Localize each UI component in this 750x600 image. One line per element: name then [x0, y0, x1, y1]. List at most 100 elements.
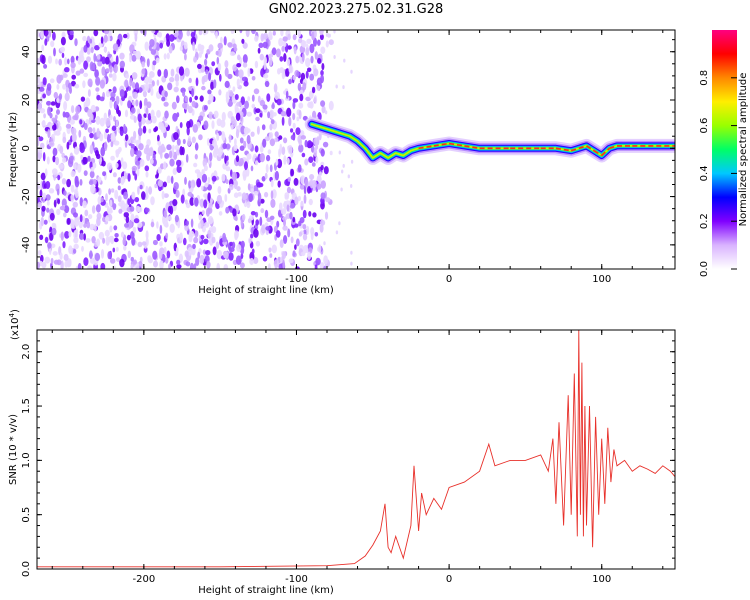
- noise-blob: [167, 82, 173, 91]
- noise-blob: [110, 258, 116, 264]
- noise-blob: [80, 154, 83, 161]
- noise-blob: [117, 185, 121, 191]
- noise-blob: [150, 159, 154, 165]
- noise-blob: [287, 228, 291, 238]
- noise-blob: [178, 66, 185, 76]
- noise-blob: [81, 245, 84, 252]
- noise-blob: [144, 165, 150, 172]
- noise-blob: [283, 235, 288, 244]
- spectrogram-ylabel: Frequency (Hz): [8, 112, 19, 188]
- noise-blob: [274, 91, 281, 101]
- noise-blob: [282, 216, 287, 221]
- noise-blob: [145, 230, 149, 240]
- noise-blob: [52, 31, 56, 41]
- noise-blob: [175, 189, 180, 198]
- trace-peak: [433, 142, 450, 147]
- noise-blob: [182, 102, 188, 109]
- noise-blob: [43, 113, 46, 119]
- noise-blob: [295, 55, 300, 64]
- noise-blob: [74, 38, 78, 47]
- noise-blob: [113, 116, 116, 122]
- noise-blob: [298, 109, 302, 120]
- noise-blob: [176, 138, 181, 146]
- noise-blob: [95, 76, 101, 86]
- noise-blob: [43, 219, 48, 225]
- noise-blob: [286, 204, 290, 212]
- colorbar-tick-label: 0.2: [699, 213, 710, 229]
- noise-blob: [89, 38, 93, 44]
- noise-blob: [176, 159, 182, 167]
- noise-blob: [292, 101, 296, 110]
- noise-blob: [282, 259, 286, 269]
- noise-blob: [108, 73, 113, 78]
- noise-blob: [97, 196, 102, 205]
- noise-blob: [146, 58, 150, 68]
- noise-blob: [163, 193, 169, 199]
- noise-blob: [206, 260, 211, 269]
- noise-blob: [205, 207, 210, 217]
- noise-blob: [197, 222, 202, 229]
- noise-blob: [268, 132, 274, 139]
- noise-blob: [62, 157, 67, 163]
- noise-blob: [307, 140, 312, 148]
- noise-blob: [53, 47, 56, 57]
- noise-blob: [88, 180, 94, 186]
- noise-blob: [176, 112, 180, 118]
- noise-blob: [109, 114, 113, 121]
- noise-blob: [235, 155, 240, 163]
- noise-blob: [298, 102, 304, 109]
- noise-blob: [242, 213, 246, 221]
- noise-blob: [90, 184, 96, 194]
- noise-blob: [114, 233, 119, 238]
- noise-blob: [57, 174, 61, 181]
- noise-blob: [266, 93, 271, 102]
- noise-blob: [70, 80, 76, 87]
- noise-blob: [263, 56, 267, 65]
- noise-blob: [308, 156, 314, 163]
- noise-blob: [94, 252, 101, 262]
- noise-blob: [127, 100, 132, 109]
- noise-blob: [86, 56, 91, 63]
- noise-blob: [68, 245, 73, 255]
- noise-blob: [133, 50, 137, 56]
- noise-blob: [93, 53, 97, 63]
- noise-blob: [240, 218, 244, 228]
- noise-blob: [133, 130, 137, 140]
- noise-blob: [185, 154, 189, 163]
- noise-blob: [262, 255, 268, 262]
- noise-blob: [83, 60, 88, 70]
- noise-blob: [103, 34, 108, 43]
- noise-blob: [185, 220, 190, 226]
- noise-blob: [216, 249, 223, 260]
- noise-blob: [142, 125, 147, 134]
- noise-blob: [67, 258, 72, 268]
- noise-blob: [236, 62, 242, 68]
- noise-blob: [274, 137, 279, 143]
- noise-blob: [194, 169, 201, 174]
- noise-blob: [136, 150, 142, 158]
- noise-blob: [223, 36, 227, 46]
- noise-blob: [95, 204, 101, 213]
- noise-blob: [85, 97, 91, 107]
- noise-blob: [75, 105, 81, 114]
- spectrogram-frame: [36, 29, 676, 270]
- noise-blob: [83, 45, 88, 53]
- noise-blob: [279, 143, 283, 152]
- noise-blob: [82, 35, 87, 42]
- noise-blob: [100, 262, 106, 269]
- noise-blob: [288, 116, 292, 127]
- noise-blob: [84, 209, 89, 217]
- noise-blob: [100, 146, 105, 157]
- noise-blob: [92, 62, 96, 72]
- noise-blob: [110, 235, 115, 245]
- noise-blob: [54, 114, 58, 120]
- noise-blob: [179, 122, 183, 129]
- noise-blob: [260, 208, 265, 214]
- noise-blob: [97, 61, 103, 67]
- noise-blob: [235, 112, 241, 122]
- noise-blob: [82, 156, 88, 165]
- noise-blob: [49, 78, 55, 84]
- noise-blob: [199, 95, 204, 102]
- noise-blob: [114, 189, 119, 200]
- noise-blob: [87, 108, 93, 118]
